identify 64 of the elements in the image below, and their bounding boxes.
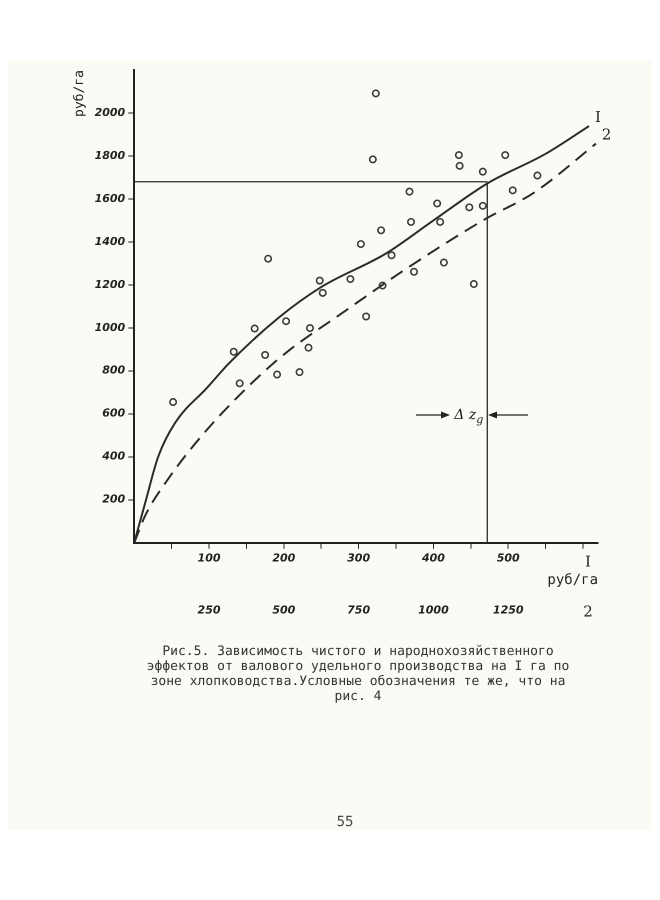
point: [478, 168, 487, 176]
y-tick-label: 1800: [94, 148, 126, 162]
point: [410, 268, 418, 276]
point: [454, 151, 463, 160]
point: [261, 350, 270, 359]
point: [236, 379, 244, 388]
point: [378, 282, 387, 290]
point: [372, 89, 380, 98]
y-axis-title: руб/га: [72, 70, 88, 117]
y-tick-label: 1000: [94, 320, 126, 334]
point: [296, 368, 304, 376]
x2-tick-label: 500: [272, 603, 296, 616]
y-tick-label: 400: [101, 450, 126, 463]
x-axis-title: руб/га: [547, 572, 598, 588]
point: [405, 188, 414, 196]
y-tick-label: 1400: [94, 234, 126, 248]
point: [465, 203, 474, 212]
point: [264, 254, 272, 263]
point: [433, 199, 442, 208]
y-tick-label: 800: [102, 364, 126, 377]
point: [346, 275, 354, 284]
point: [230, 348, 238, 356]
point: [169, 398, 178, 406]
point: [456, 162, 464, 170]
x-tick-label: 500: [496, 551, 520, 564]
point: [406, 218, 415, 226]
point: [533, 172, 542, 180]
point: [440, 258, 448, 267]
point: [318, 288, 327, 297]
point: [501, 151, 510, 160]
x2-tick-label: 750: [347, 603, 370, 616]
point: [273, 370, 282, 379]
text: Рис.5. Зависимость чистого и народнохозяйственного эффектов от валового удельного производства на I га по зоне хлопководства.Условные обозначения те же, что на рис. 4: [146, 644, 570, 704]
point: [508, 186, 517, 194]
point: [388, 251, 396, 260]
point: [306, 324, 314, 332]
point: [436, 218, 444, 226]
x-tick-label: 100: [198, 551, 221, 564]
x-tick-label: 200: [272, 551, 296, 564]
point: [304, 344, 313, 352]
x2-tick-label: 250: [198, 603, 221, 616]
point: [362, 312, 370, 320]
y-tick-label: 1600: [94, 192, 126, 205]
text: 55: [336, 814, 354, 830]
point: [368, 155, 377, 164]
text: 2: [583, 602, 593, 621]
text: I: [585, 552, 592, 571]
x-tick-label: 400: [420, 551, 446, 564]
y-tick-label: 200: [102, 492, 126, 506]
point: [377, 226, 386, 234]
point: [282, 317, 290, 326]
point: [356, 240, 365, 248]
y-tick-label: 1200: [94, 278, 126, 291]
point: [470, 280, 478, 288]
x2-tick-label: 1000: [418, 603, 450, 616]
point: [316, 276, 324, 285]
x-tick-label: 300: [347, 551, 370, 564]
series-label: I: [595, 108, 602, 126]
point: [478, 202, 487, 210]
y-tick-label: 600: [102, 406, 126, 420]
point: [250, 324, 259, 333]
y-tick-label: 2000: [94, 106, 126, 119]
series-label: 2: [602, 126, 612, 144]
x2-tick-label: 1250: [492, 603, 524, 616]
